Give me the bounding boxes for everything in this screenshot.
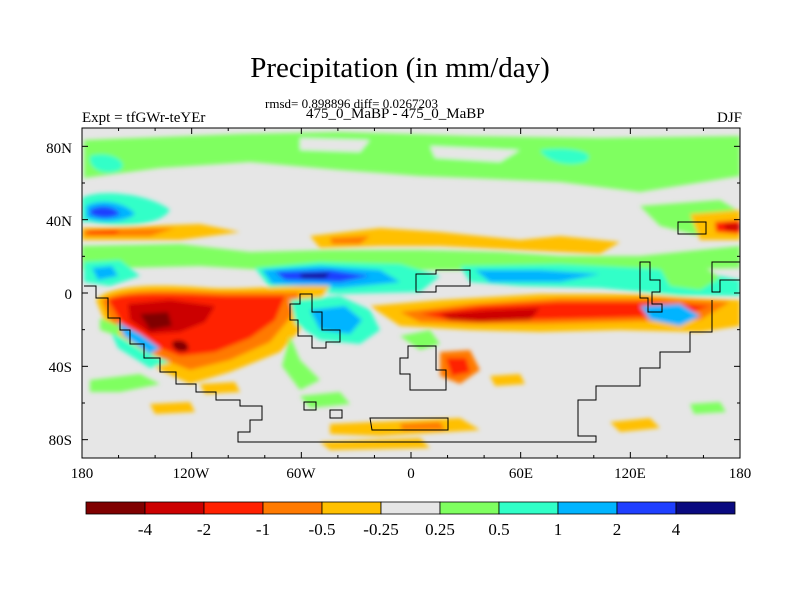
- axis-ticks: [81, 128, 741, 458]
- colorbar-swatch: [675, 501, 736, 515]
- colorbar-swatch: [439, 501, 500, 515]
- x-tick-180w: 180: [70, 466, 94, 482]
- coastlines: [84, 221, 740, 443]
- colorbar-swatch: [203, 501, 264, 515]
- colorbar-label: -0.5: [308, 520, 336, 539]
- colorbar-swatch: [144, 501, 205, 515]
- colorbar-label: 0.5: [488, 520, 510, 539]
- x-tick-120e: 120E: [614, 466, 646, 482]
- colorbar-label: 4: [671, 520, 681, 539]
- x-tick-60e: 60E: [508, 466, 534, 482]
- colorbar-label: 0.25: [425, 520, 455, 539]
- colorbar-label: -0.25: [363, 520, 399, 539]
- colorbar-label: -2: [196, 520, 212, 539]
- plot-title: Precipitation (in mm/day): [250, 52, 550, 84]
- colorbar: [85, 501, 736, 515]
- colorbar-label: -4: [137, 520, 153, 539]
- colorbar-label: -1: [255, 520, 271, 539]
- colorbar-swatch: [85, 501, 146, 515]
- experiment-pair: 475_0_MaBP - 475_0_MaBP: [306, 106, 485, 122]
- season-label: DJF: [716, 110, 742, 126]
- colorbar-swatch: [498, 501, 559, 515]
- colorbar-label: 1: [553, 520, 563, 539]
- colorbar-swatch: [380, 501, 441, 515]
- colorbar-swatch: [321, 501, 382, 515]
- colorbar-swatch: [616, 501, 677, 515]
- y-tick-40s: 40S: [48, 360, 72, 376]
- x-tick-180e: 180: [728, 466, 752, 482]
- colorbar-swatch: [557, 501, 618, 515]
- y-tick-40n: 40N: [46, 214, 72, 230]
- y-tick-80s: 80S: [48, 433, 72, 449]
- colorbar-swatch: [262, 501, 323, 515]
- y-tick-0: 0: [64, 287, 73, 303]
- map-field: [82, 128, 740, 458]
- x-tick-0: 0: [407, 466, 415, 482]
- experiment-label: Expt = tfGWr-teYEr: [82, 110, 206, 126]
- x-tick-120w: 120W: [172, 466, 210, 482]
- stats-line: rmsd= 0.898896 diff= 0.0267203: [265, 96, 438, 111]
- colorbar-label: 2: [612, 520, 622, 539]
- y-tick-80n: 80N: [46, 141, 72, 157]
- x-tick-60w: 60W: [286, 466, 316, 482]
